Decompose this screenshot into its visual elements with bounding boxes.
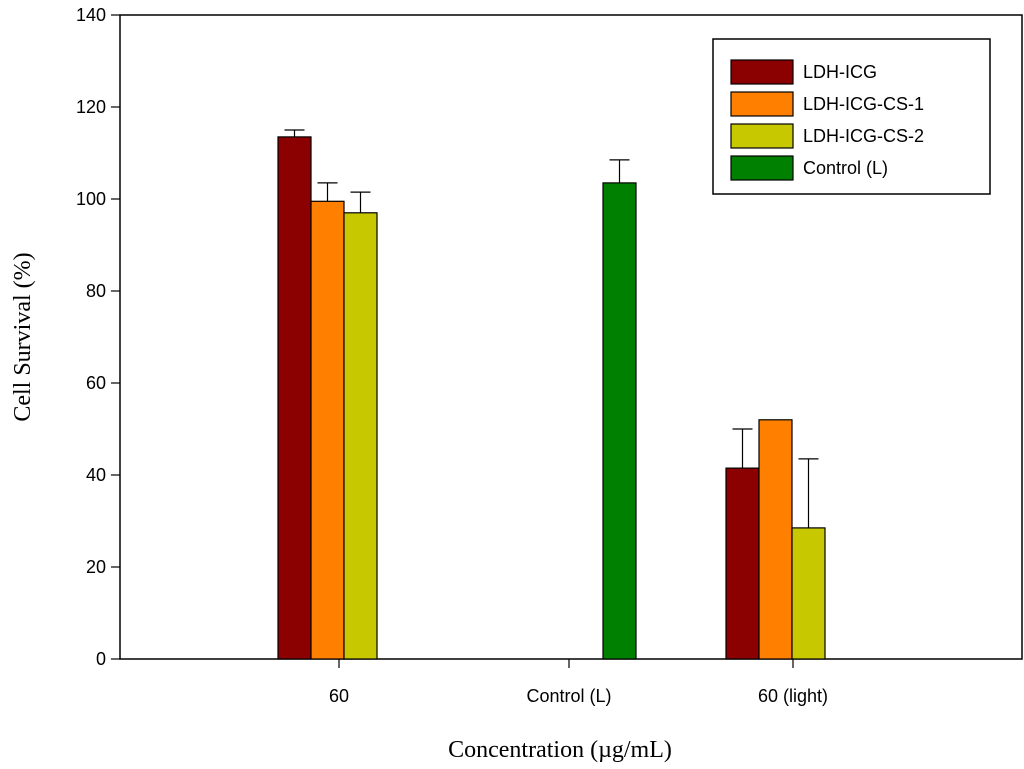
x-axis-title: Concentration (µg/mL) — [448, 737, 672, 763]
bar-control-l-1 — [602, 182, 637, 660]
legend: LDH-ICG LDH-ICG-CS-1 LDH-ICG-CS-2 Contro… — [712, 38, 991, 195]
bar-ldh-icg-2 — [725, 467, 760, 660]
y-axis: 0 20 40 60 80 100 120 140 — [76, 5, 120, 669]
y-tick-label: 100 — [76, 189, 106, 209]
legend-swatch-ldh-icg-cs-2 — [730, 123, 794, 149]
y-tick-label: 20 — [86, 557, 106, 577]
legend-label-ldh-icg-cs-1: LDH-ICG-CS-1 — [803, 94, 924, 114]
y-tick-label: 0 — [96, 649, 106, 669]
x-tick-label: 60 — [329, 686, 349, 706]
x-axis: 60 Control (L) 60 (light) — [329, 659, 828, 706]
bar-ldh-icg-cs-2-0 — [343, 212, 378, 660]
y-tick-label: 60 — [86, 373, 106, 393]
legend-label-ldh-icg-cs-2: LDH-ICG-CS-2 — [803, 126, 924, 146]
legend-label-control-l: Control (L) — [803, 158, 888, 178]
x-tick-label: 60 (light) — [758, 686, 828, 706]
y-tick-label: 140 — [76, 5, 106, 25]
x-tick-label: Control (L) — [526, 686, 611, 706]
bar-series-group — [277, 129, 826, 660]
legend-swatch-ldh-icg-cs-1 — [730, 91, 794, 117]
legend-swatch-ldh-icg — [730, 59, 794, 85]
y-axis-title: Cell Survival (%) — [10, 252, 36, 421]
y-tick-label: 40 — [86, 465, 106, 485]
bar-ldh-icg-cs-1-0 — [310, 200, 345, 660]
legend-swatch-control-l — [730, 155, 794, 181]
y-tick-label: 80 — [86, 281, 106, 301]
legend-label-ldh-icg: LDH-ICG — [803, 62, 877, 82]
bar-ldh-icg-cs-1-2 — [758, 419, 793, 660]
bar-ldh-icg-cs-2-2 — [791, 527, 826, 660]
bar-ldh-icg-0 — [277, 136, 312, 660]
y-tick-label: 120 — [76, 97, 106, 117]
